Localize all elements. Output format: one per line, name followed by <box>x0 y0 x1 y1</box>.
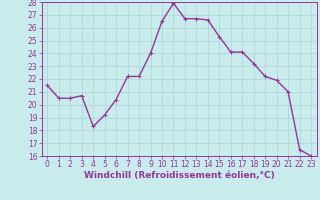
X-axis label: Windchill (Refroidissement éolien,°C): Windchill (Refroidissement éolien,°C) <box>84 171 275 180</box>
